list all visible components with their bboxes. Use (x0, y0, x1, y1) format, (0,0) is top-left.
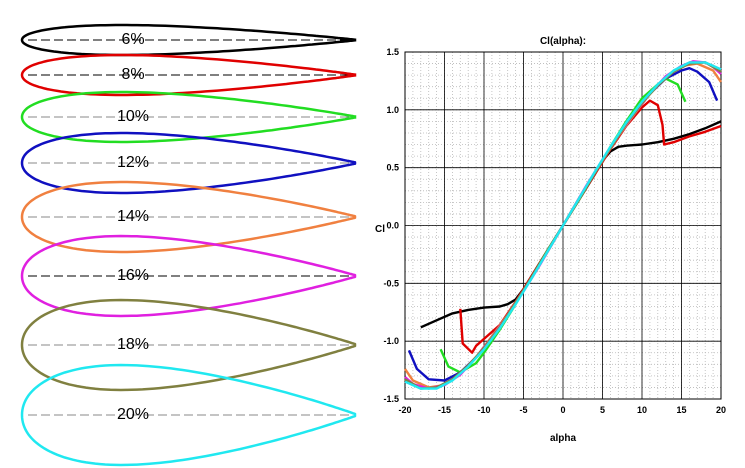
series-line (420, 120, 722, 329)
chart-title: Cl(alpha): (540, 36, 586, 47)
airfoil-group: 20% (20, 363, 357, 467)
airfoil-outline (20, 53, 357, 97)
x-tick-label: -10 (477, 405, 490, 415)
airfoil-group: 6% (20, 23, 357, 57)
airfoil-outline (20, 298, 357, 392)
airfoil-group: 10% (20, 90, 357, 144)
airfoil-outline (20, 180, 357, 254)
series-line (404, 61, 722, 390)
airfoil-group: 8% (20, 53, 357, 97)
y-tick-label: -1.5 (383, 394, 399, 404)
x-tick-label: 0 (560, 405, 565, 415)
airfoil-group: 16% (20, 234, 357, 318)
airfoil-outline (20, 363, 357, 467)
airfoil-group: 18% (20, 298, 357, 392)
cl-alpha-chart: Cl(alpha): -20 -15 -10 -5 0 5 10 15 20 1.5 1.0 0.5 0… (375, 36, 726, 444)
x-tick-label: 20 (716, 405, 726, 415)
x-tick-label: -20 (398, 405, 411, 415)
thickness-label: 8% (121, 66, 144, 83)
x-tick-label: 5 (600, 405, 605, 415)
plot-frame (404, 51, 722, 400)
thickness-label: 12% (117, 154, 149, 171)
y-axis-label: Cl (375, 224, 385, 235)
y-tick-label: 1.5 (386, 47, 399, 57)
series-lines (404, 60, 722, 390)
y-tick-label: -1.0 (383, 336, 399, 346)
y-tick-label: 0.0 (386, 221, 399, 231)
airfoil-group: 12% (20, 131, 357, 195)
y-tick-label: -0.5 (383, 278, 399, 288)
thickness-label: 14% (117, 208, 149, 225)
y-tick-label: 0.5 (386, 163, 399, 173)
airfoil-profiles-panel: 6% 8% 10% 12% 14% 16% 18% 20% (20, 23, 357, 467)
x-tick-label: 10 (637, 405, 647, 415)
thickness-label: 6% (121, 31, 144, 48)
thickness-label: 10% (117, 108, 149, 125)
thickness-label: 16% (117, 267, 149, 284)
airfoil-outline (20, 131, 357, 195)
x-tick-label: -5 (519, 405, 527, 415)
y-tick-label: 1.0 (386, 105, 399, 115)
x-tick-label: -15 (438, 405, 451, 415)
airfoil-outline (20, 90, 357, 144)
x-tick-label: 15 (676, 405, 686, 415)
airfoil-outline (20, 234, 357, 318)
airfoil-group: 14% (20, 180, 357, 254)
tick-labels: -20 -15 -10 -5 0 5 10 15 20 1.5 1.0 0.5 0.0 -0.5 -1.0 -… (383, 47, 726, 415)
thickness-label: 18% (117, 336, 149, 353)
thickness-label: 20% (117, 406, 149, 423)
x-axis-label: alpha (550, 433, 577, 444)
